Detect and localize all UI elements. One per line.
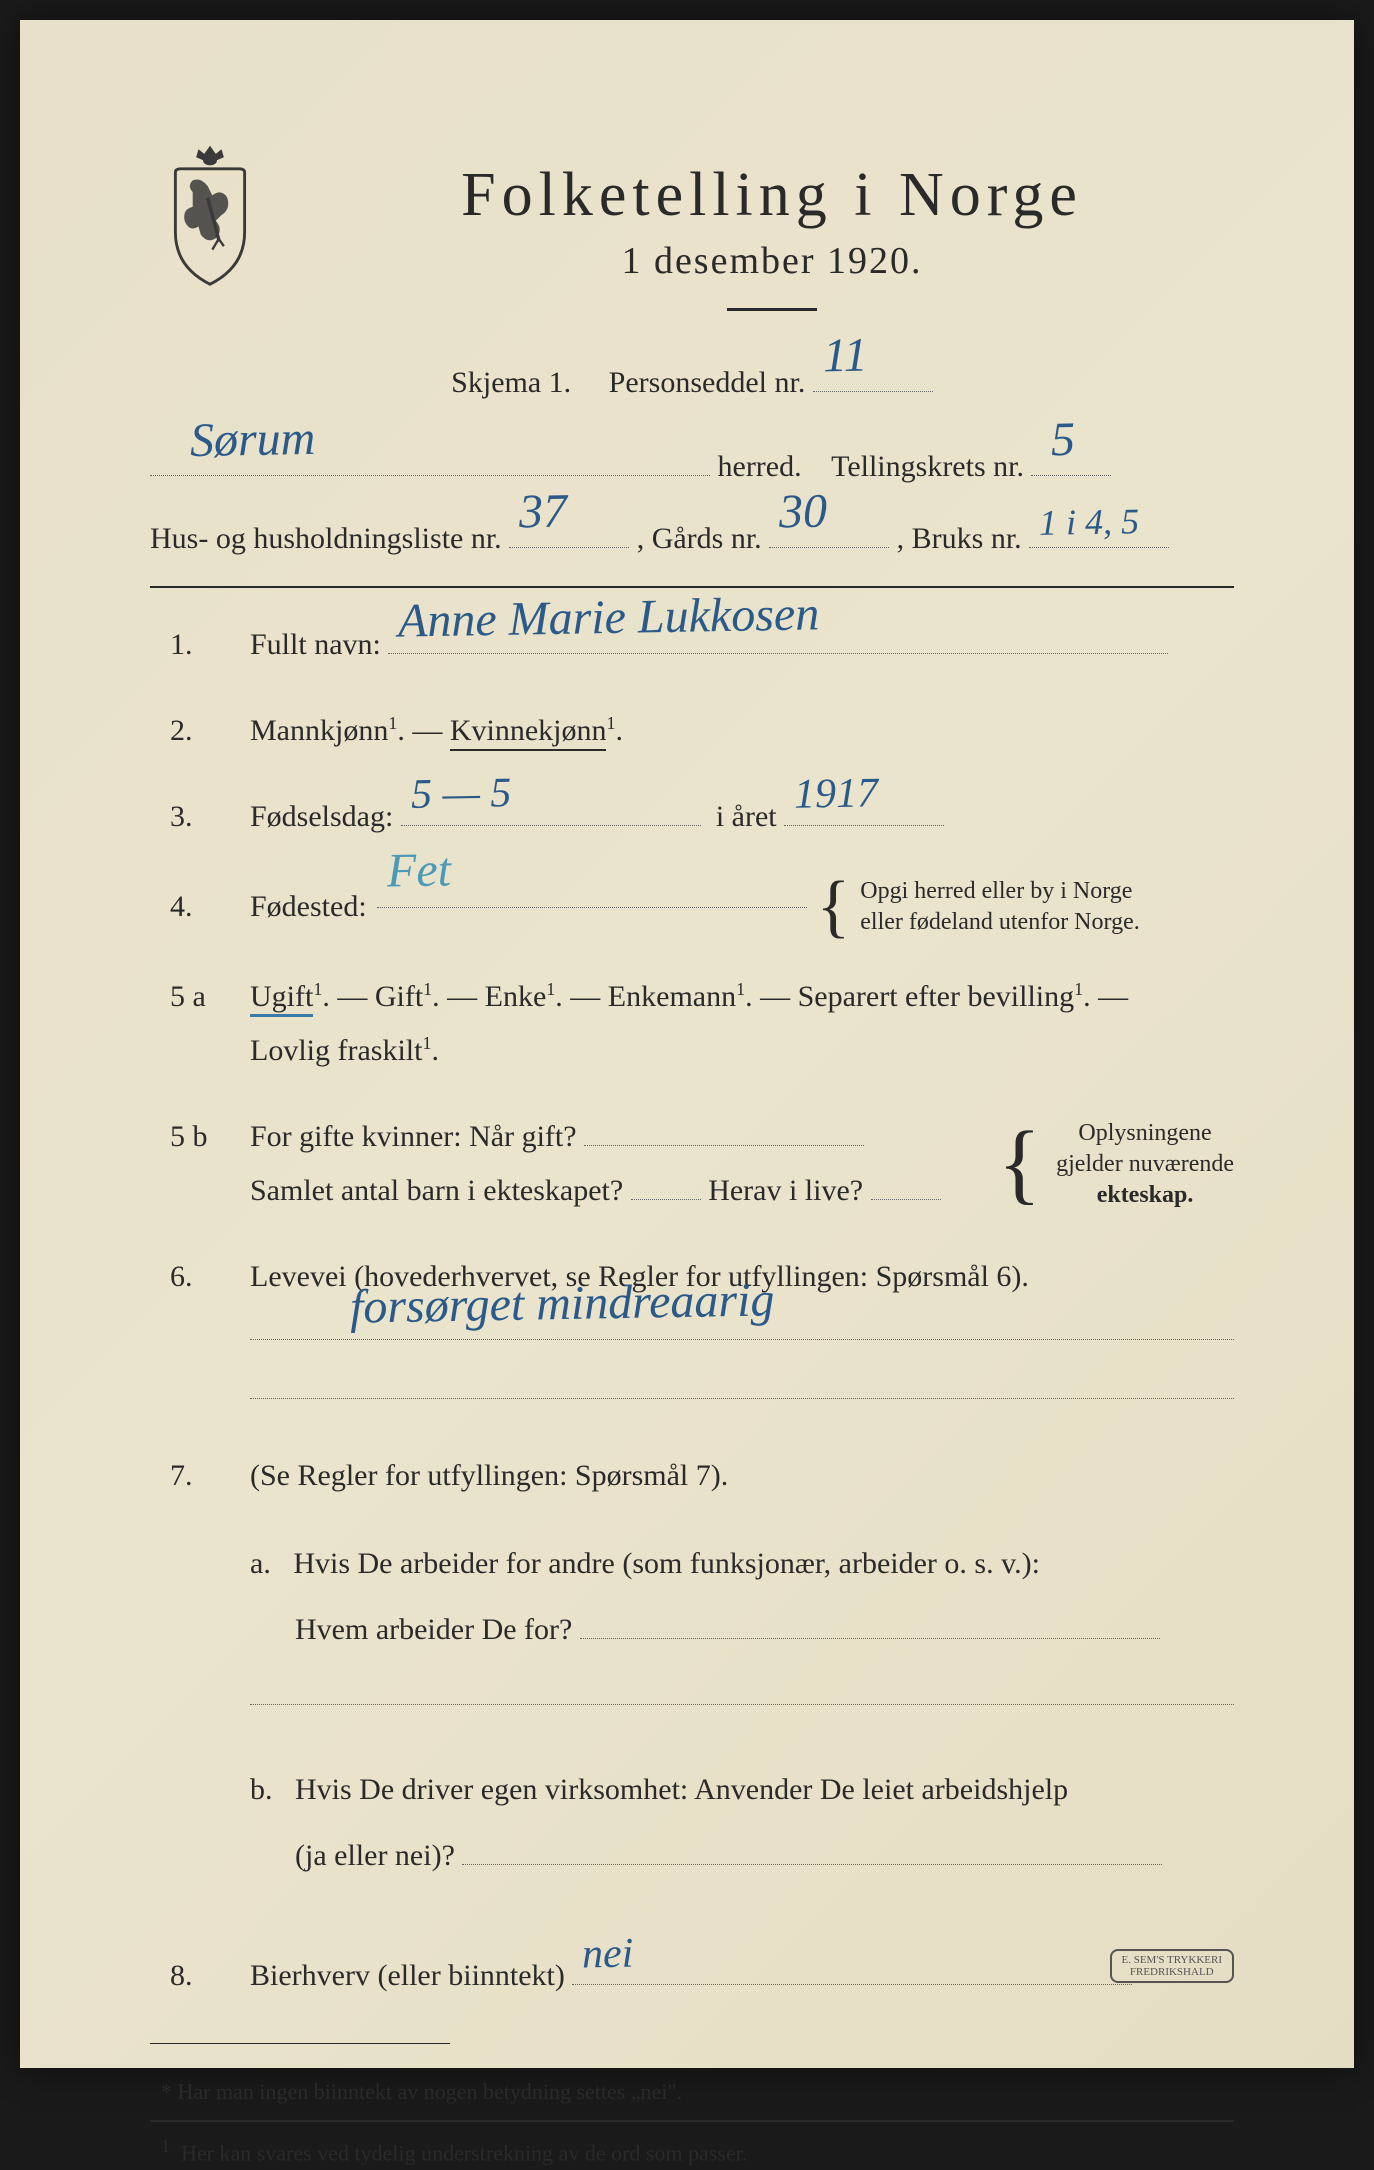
- q5b-note-2: gjelder nuværende: [1056, 1151, 1234, 1177]
- stamp-line1: E. SEM'S TRYKKERI: [1122, 1954, 1223, 1966]
- bruks-label: , Bruks nr.: [897, 522, 1022, 555]
- stamp-line2: FREDRIKSHALD: [1130, 1966, 1214, 1978]
- page-subtitle: 1 desember 1920.: [310, 239, 1234, 283]
- q2-num: 2.: [170, 714, 220, 748]
- question-7a: a. Hvis De arbeider for andre (som funks…: [250, 1531, 1234, 1729]
- personseddel-label: Personseddel nr.: [609, 366, 806, 399]
- q4-num: 4.: [170, 890, 220, 924]
- q5b-line2b: Herav i live?: [708, 1174, 863, 1207]
- q3-year: 1917: [793, 757, 878, 834]
- q5b-line2a: Samlet antal barn i ekteskapet?: [250, 1174, 623, 1207]
- q7a-text2: Hvem arbeider De for?: [295, 1613, 572, 1646]
- question-4: 4. Fødested: Fet { Opgi herred eller by …: [170, 876, 1234, 938]
- gards-label: , Gårds nr.: [637, 522, 762, 555]
- question-5a: 5 a Ugift1. — Gift1. — Enke1. — Enkemann…: [170, 970, 1234, 1078]
- q6-num: 6.: [170, 1260, 220, 1294]
- question-2: 2. Mannkjønn1. — Kvinnekjønn1.: [170, 704, 1234, 758]
- q6-value: forsørget mindreaarig: [349, 1257, 775, 1351]
- q3-day: 5 — 5: [410, 757, 512, 834]
- q1-label: Fullt navn:: [250, 628, 381, 661]
- page-title: Folketelling i Norge: [310, 160, 1234, 231]
- husliste-value: 37: [518, 468, 568, 555]
- question-3: 3. Fødselsdag: 5 — 5 i året 1917: [170, 790, 1234, 844]
- footnote-star-text: Har man ingen biinntekt av nogen betydni…: [178, 2079, 682, 2104]
- q5b-note-3: ekteskap.: [1097, 1182, 1194, 1208]
- q5a-enkemann: Enkemann: [608, 980, 736, 1013]
- questions-list: 1. Fullt navn: Anne Marie Lukkosen 2. Ma…: [150, 618, 1234, 2003]
- q5a-separert: Separert efter bevilling: [798, 980, 1075, 1013]
- q7a-text1: Hvis De arbeider for andre (som funksjon…: [293, 1547, 1040, 1580]
- q7a-label: a.: [250, 1547, 271, 1580]
- tellingskrets-value: 5: [1051, 396, 1077, 483]
- husliste-line: Hus- og husholdningsliste nr. 37 , Gårds…: [150, 512, 1234, 566]
- title-block: Folketelling i Norge 1 desember 1920.: [310, 160, 1234, 346]
- q7-label: (Se Regler for utfyllingen: Spørsmål 7).: [250, 1459, 728, 1492]
- schema-label: Skjema 1.: [451, 366, 571, 399]
- q2-mann: Mannkjønn: [250, 714, 388, 747]
- q7b-label: b.: [250, 1773, 273, 1806]
- q5a-enke: Enke: [485, 980, 547, 1013]
- tellingskrets-label: Tellingskrets nr.: [831, 450, 1024, 483]
- question-7: 7. (Se Regler for utfyllingen: Spørsmål …: [170, 1449, 1234, 1917]
- q8-num: 8.: [170, 1959, 220, 1993]
- footnote-1: 1 Her kan svares ved tydelig understrekn…: [150, 2132, 1234, 2170]
- question-5b: 5 b For gifte kvinner: Når gift? Samlet …: [170, 1110, 1234, 1218]
- q5b-note-1: Oplysningene: [1078, 1120, 1211, 1146]
- q4-note-1: Opgi herred eller by i Norge: [860, 878, 1132, 904]
- personseddel-value: 11: [822, 312, 868, 399]
- q2-kvinne: Kvinnekjønn: [450, 714, 607, 751]
- herred-line: Sørum herred. Tellingskrets nr. 5: [150, 440, 1234, 494]
- question-6: 6. Levevei (hovederhvervet, se Regler fo…: [170, 1250, 1234, 1417]
- q3-year-label: i året: [716, 800, 777, 833]
- question-1: 1. Fullt navn: Anne Marie Lukkosen: [170, 618, 1234, 672]
- q4-note-2: eller fødeland utenfor Norge.: [860, 909, 1139, 935]
- q5a-num: 5 a: [170, 980, 220, 1014]
- q4-label: Fødested:: [250, 880, 367, 934]
- printer-stamp: E. SEM'S TRYKKERI FREDRIKSHALD: [1110, 1949, 1235, 1983]
- q5b-num: 5 b: [170, 1120, 220, 1154]
- q8-value: nei: [582, 1916, 635, 1992]
- q5b-line1: For gifte kvinner: Når gift?: [250, 1120, 577, 1153]
- footnote-hr: [150, 2120, 1234, 2122]
- q1-value: Anne Marie Lukkosen: [398, 571, 821, 665]
- footnote-star: * Har man ingen biinntekt av nogen betyd…: [150, 2074, 1234, 2109]
- footnote-1-text: Her kan svares ved tydelig understreknin…: [181, 2140, 747, 2165]
- q7-num: 7.: [170, 1459, 220, 1493]
- q3-num: 3.: [170, 800, 220, 834]
- bruks-value: 1 i 4, 5: [1039, 489, 1140, 556]
- q8-label: Bierhverv (eller biinntekt): [250, 1959, 565, 1992]
- q5b-note: Oplysningene gjelder nuværende ekteskap.: [1056, 1118, 1234, 1212]
- question-8: 8. Bierhverv (eller biinntekt) nei: [170, 1949, 1234, 2003]
- census-form-page: Folketelling i Norge 1 desember 1920. Sk…: [20, 20, 1354, 2068]
- q5a-gift: Gift: [375, 980, 423, 1013]
- q1-num: 1.: [170, 628, 220, 662]
- footnote-divider: [150, 2043, 450, 2044]
- brace-icon-2: {: [998, 1128, 1041, 1200]
- q4-value: Fet: [386, 828, 451, 915]
- herred-value: Sørum: [189, 396, 316, 485]
- q3-label: Fødselsdag:: [250, 800, 393, 833]
- husliste-label: Hus- og husholdningsliste nr.: [150, 522, 502, 555]
- header: Folketelling i Norge 1 desember 1920.: [150, 160, 1234, 346]
- gards-value: 30: [778, 468, 828, 555]
- q4-note: Opgi herred eller by i Norge eller fødel…: [860, 876, 1139, 938]
- brace-icon: {: [817, 879, 851, 935]
- title-divider: [727, 308, 817, 311]
- question-7b: b. Hvis De driver egen virksomhet: Anven…: [250, 1757, 1234, 1889]
- q5a-ugift: Ugift: [250, 980, 313, 1017]
- q5a-lovlig: Lovlig fraskilt: [250, 1034, 422, 1067]
- q7b-text2: (ja eller nei)?: [295, 1839, 455, 1872]
- coat-of-arms-icon: [150, 140, 270, 290]
- q7b-text1: Hvis De driver egen virksomhet: Anvender…: [295, 1773, 1068, 1806]
